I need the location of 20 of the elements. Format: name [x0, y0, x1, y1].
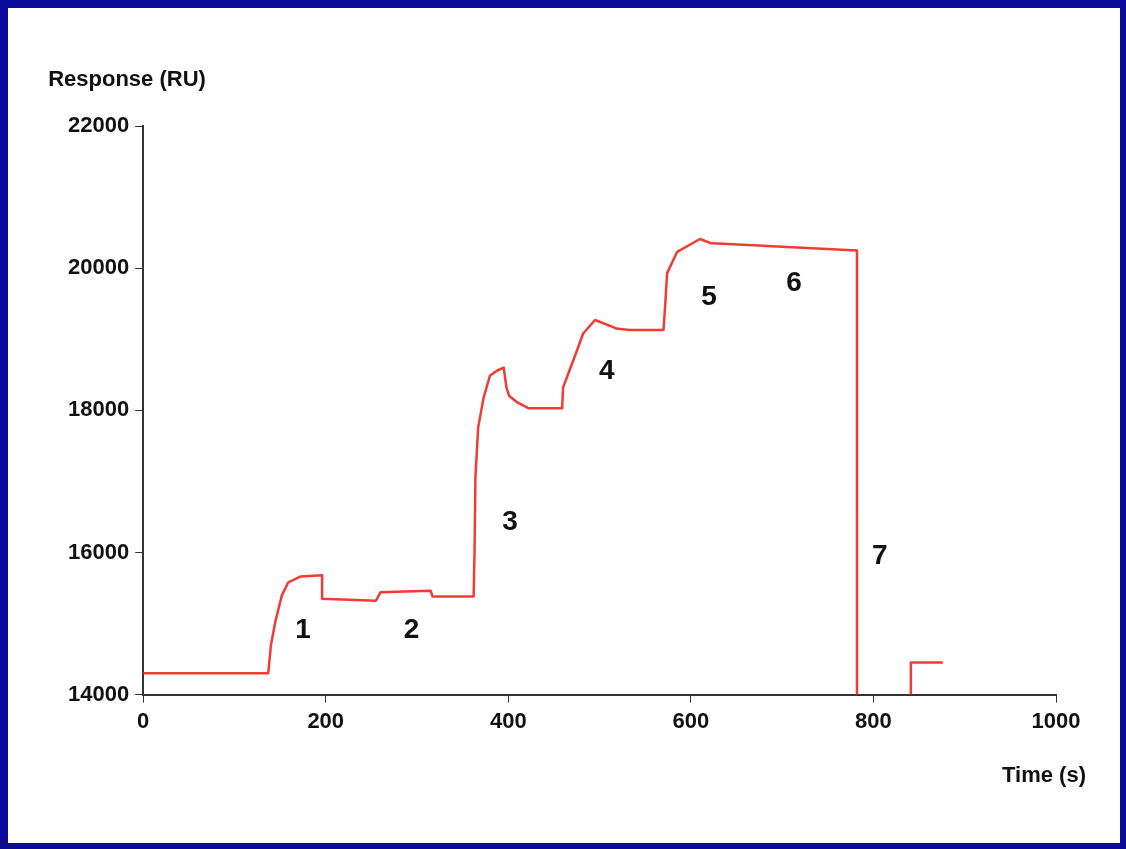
- y-tick-label: 20000: [67, 254, 130, 280]
- x-tick-label: 1000: [1031, 707, 1081, 733]
- x-tick-label: 400: [489, 707, 527, 733]
- y-tick-label: 14000: [67, 680, 130, 706]
- annotation: 7: [872, 539, 888, 571]
- y-axis-title: Response (RU): [48, 66, 206, 92]
- y-tick-label: 22000: [67, 112, 130, 138]
- x-tick-label: 200: [307, 707, 345, 733]
- x-tick-label: 800: [855, 707, 892, 733]
- annotation: 3: [502, 505, 518, 537]
- annotation: 1: [295, 613, 311, 645]
- annotation: 2: [403, 613, 420, 645]
- annotation: 5: [701, 279, 717, 311]
- x-axis-title: Time (s): [1002, 761, 1086, 787]
- x-tick-label: 0: [137, 707, 150, 733]
- y-tick-label: 16000: [67, 538, 130, 564]
- annotation: 6: [786, 265, 802, 297]
- y-tick-label: 18000: [67, 396, 130, 422]
- x-tick-label: 600: [672, 707, 710, 733]
- annotation: 4: [599, 354, 616, 386]
